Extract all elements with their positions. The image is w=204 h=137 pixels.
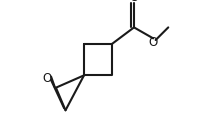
Text: O: O	[148, 36, 157, 49]
Text: O: O	[129, 0, 138, 4]
Text: O: O	[42, 72, 51, 85]
